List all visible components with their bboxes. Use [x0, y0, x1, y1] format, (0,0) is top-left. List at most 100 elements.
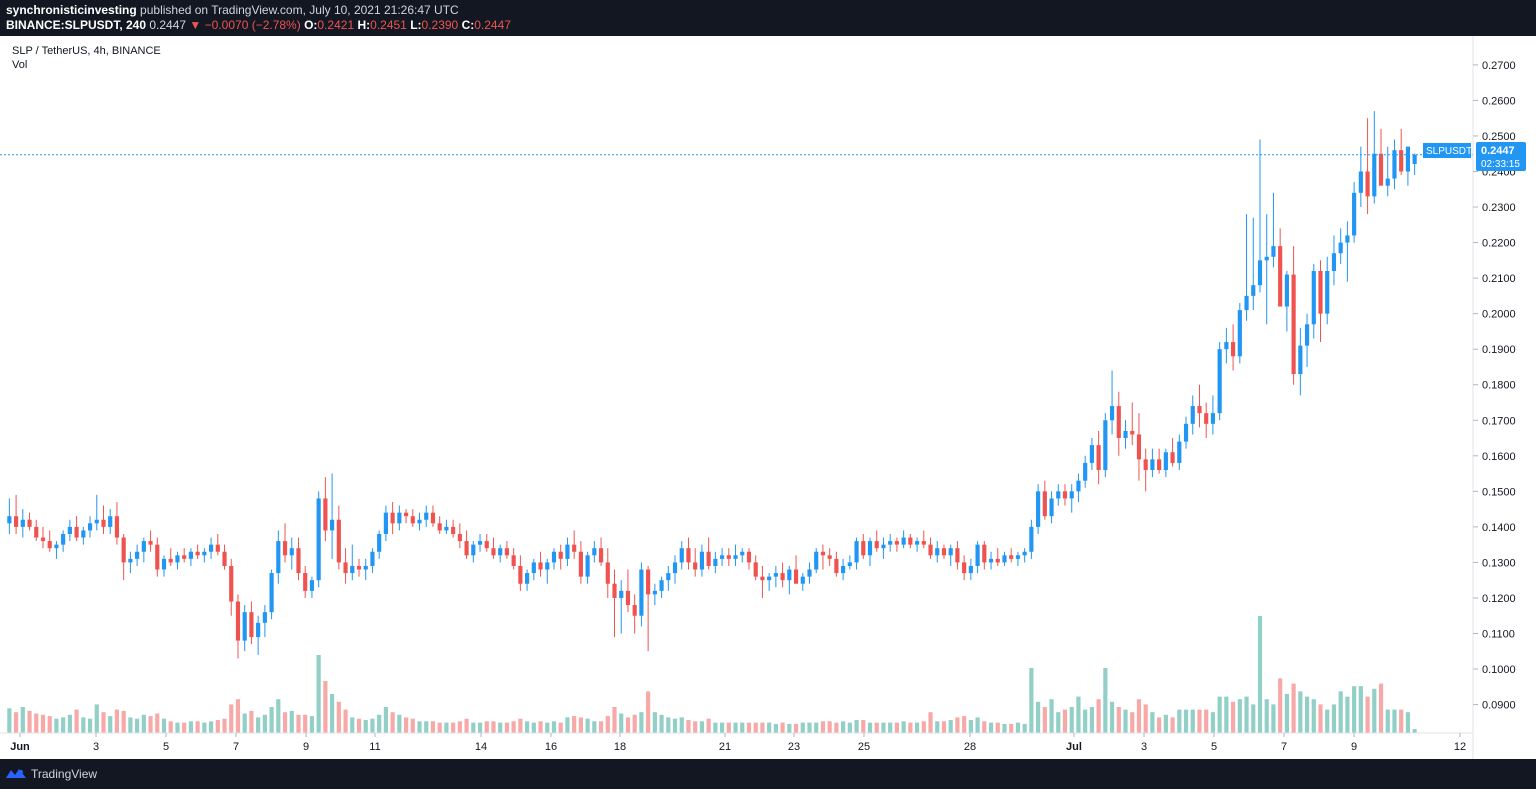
chart-area[interactable]: 0.2700 0.2600 0.2500 0.2400 0.2300 0.2200 0.21…	[0, 36, 1536, 759]
candle-body	[1183, 423, 1189, 442]
tradingview-logo[interactable]: TradingView	[6, 767, 97, 781]
series-title[interactable]: SLP / TetherUS, 4h, BINANCE	[12, 45, 161, 57]
volume-bar	[1244, 696, 1249, 733]
volume-bar	[343, 709, 348, 733]
time-tick-label: Jul	[1066, 741, 1082, 753]
candle-body	[760, 576, 765, 581]
candle-body	[894, 541, 899, 545]
candle-body	[1231, 342, 1236, 357]
volume-bar	[800, 722, 805, 733]
volume-bar	[598, 721, 604, 733]
candle-body	[874, 541, 879, 549]
author-name[interactable]: synchronisticinvesting	[6, 3, 137, 17]
volume-label[interactable]: Vol	[12, 59, 28, 71]
price-tick-label: 0.0900	[1482, 700, 1516, 712]
price-tag-symbol-bg	[1423, 143, 1471, 158]
candle-body	[1365, 171, 1370, 197]
volume-bar	[336, 701, 341, 733]
volume-bar	[847, 722, 852, 733]
time-tick-label: 5	[163, 741, 169, 753]
candle-body	[1123, 430, 1128, 439]
candle-body	[1304, 324, 1310, 346]
volume-bar	[975, 717, 980, 733]
time-tick-label: 9	[303, 741, 309, 753]
candle-body	[612, 583, 617, 598]
volume-bar	[625, 717, 631, 733]
ohlc-line: BINANCE:SLPUSDT, 240 0.2447 ▼ −0.0070 (−…	[6, 18, 511, 32]
candle-body	[269, 573, 274, 613]
candle-body	[350, 565, 355, 574]
price-chart[interactable]: 0.27000.26000.25000.24000.23000.22000.21…	[0, 36, 1536, 759]
volume-bar	[1163, 714, 1168, 733]
candle-body	[827, 555, 832, 559]
volume-bar	[1029, 668, 1034, 733]
volume-bar	[733, 722, 738, 733]
candle-body	[982, 544, 987, 563]
candle-body	[1036, 491, 1041, 527]
candle-body	[1116, 406, 1121, 439]
down-arrow-icon: ▼	[189, 18, 202, 32]
candle-body	[793, 569, 799, 584]
candle-body	[1385, 178, 1390, 186]
candle-body	[101, 519, 106, 527]
volume-bar	[1231, 701, 1236, 733]
candle-body	[484, 541, 489, 549]
volume-bar	[982, 721, 987, 733]
volume-bar	[289, 710, 294, 733]
high-label: H:	[357, 18, 371, 32]
volume-bar	[1116, 707, 1121, 733]
volume-bar	[390, 712, 395, 733]
candle-body	[659, 580, 664, 591]
volume-bar	[188, 721, 193, 733]
candle-body	[666, 573, 671, 581]
volume-bar	[1251, 704, 1256, 733]
volume-bar	[1096, 699, 1101, 733]
candle-body	[1022, 551, 1027, 556]
candle-body	[1103, 420, 1108, 471]
candle-body	[538, 562, 543, 570]
candle-body	[935, 548, 940, 556]
candle-body	[370, 551, 375, 566]
volume-bar	[820, 721, 826, 733]
price-tag[interactable]: SLPUSDT 0.2447 02:33:15	[1423, 142, 1526, 171]
candle-body	[1143, 459, 1148, 471]
volume-bar	[1378, 683, 1384, 733]
volume-bar	[592, 721, 597, 733]
candle-body	[94, 519, 99, 524]
volume-bar	[646, 691, 651, 733]
volume-bar	[262, 714, 267, 733]
candle-body	[208, 544, 214, 552]
volume-bar	[202, 722, 207, 733]
candle-body	[1311, 271, 1316, 325]
volume-bar	[558, 722, 563, 733]
tradingview-logo-icon	[6, 769, 26, 778]
volume-bar	[612, 707, 617, 733]
candle-body	[1217, 349, 1222, 414]
candle-body	[336, 519, 341, 563]
candle-body	[229, 565, 234, 602]
candles	[7, 111, 1417, 659]
candle-body	[908, 537, 913, 545]
volume-bar	[377, 714, 382, 733]
volume-bar	[780, 722, 785, 733]
price-tick-label: 0.1000	[1482, 664, 1516, 676]
candle-body	[1412, 154, 1417, 165]
volume-bar	[619, 713, 624, 733]
volume-bar	[693, 721, 698, 733]
volume-bar	[323, 681, 328, 733]
volume-bar	[1412, 729, 1417, 733]
volume-bar	[1083, 709, 1088, 733]
candle-body	[578, 551, 583, 577]
high-value: 0.2451	[370, 18, 407, 32]
volume-bar	[370, 718, 375, 733]
volume-bar	[962, 716, 967, 733]
volume-bar	[1049, 699, 1054, 733]
candle-body	[135, 551, 140, 559]
volume-bar	[282, 712, 288, 733]
price-tick-label: 0.2700	[1482, 60, 1516, 72]
volume-bar	[47, 716, 52, 733]
volume-bar	[874, 722, 879, 733]
volume-bar	[1190, 709, 1195, 733]
candle-body	[14, 516, 19, 527]
volume-bar	[182, 722, 187, 733]
